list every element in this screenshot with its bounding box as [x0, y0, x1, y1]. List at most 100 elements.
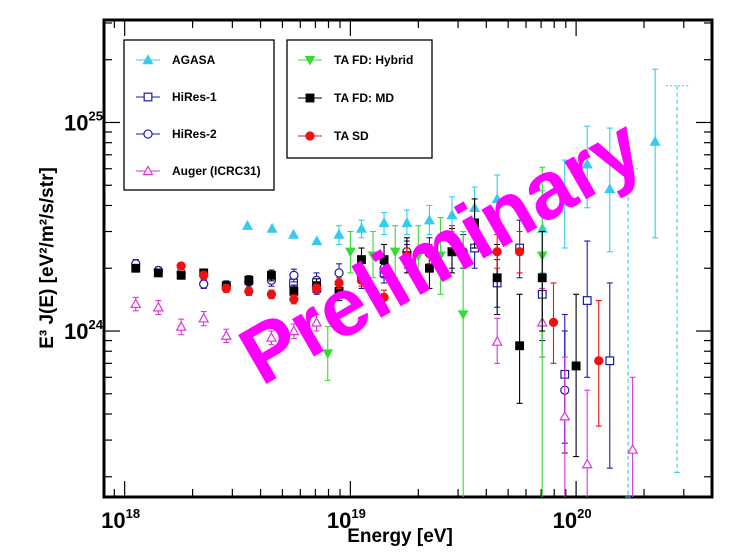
- data-point: [425, 263, 434, 273]
- data-point: [649, 135, 661, 146]
- series-ta-fd-hybrid: [322, 166, 548, 497]
- data-point: [491, 193, 503, 204]
- data-point: [379, 292, 389, 303]
- x-tick-label: 1019: [327, 506, 366, 533]
- data-point: [357, 255, 366, 265]
- data-point: [176, 270, 186, 280]
- legend-box-right: TA FD: Hybrid TA FD: MD TA SD: [286, 39, 433, 159]
- legend-entry: TA FD: MD: [298, 91, 394, 105]
- data-point: [435, 251, 446, 262]
- data-point: [605, 356, 615, 366]
- y-tick-label: 1025: [64, 108, 103, 135]
- legend-marker: [143, 92, 153, 102]
- legend-label: HiRes-2: [172, 127, 217, 141]
- data-point: [582, 296, 592, 305]
- legend-label: TA SD: [334, 129, 369, 143]
- data-point: [311, 316, 323, 327]
- data-point: [243, 332, 255, 343]
- legend-marker: [304, 55, 316, 66]
- data-point: [176, 261, 186, 271]
- data-point: [627, 443, 639, 454]
- data-point: [220, 329, 232, 340]
- data-point: [367, 251, 379, 262]
- x-tick-label: 1020: [553, 506, 592, 533]
- axis-ticks: [104, 20, 713, 497]
- data-point: [559, 410, 571, 421]
- data-point: [491, 335, 503, 346]
- data-point: [334, 268, 344, 278]
- data-point: [470, 218, 480, 228]
- data-point: [288, 228, 300, 239]
- data-point: [581, 458, 593, 469]
- series-ta-fd-md: [131, 198, 581, 458]
- data-point: [288, 325, 300, 336]
- data-point: [378, 217, 390, 228]
- data-point: [199, 279, 209, 289]
- legend-marker: [142, 165, 154, 176]
- y-tick-label: 1024: [64, 317, 104, 344]
- data-point: [492, 273, 502, 283]
- legend-entry: Auger (ICRC31): [136, 164, 261, 178]
- data-point: [548, 317, 559, 328]
- data-point: [604, 183, 616, 194]
- legend-entry: AGASA: [136, 53, 216, 67]
- data-point: [199, 270, 209, 280]
- data-point: [356, 275, 367, 285]
- data-point: [447, 233, 457, 243]
- data-point: [355, 222, 368, 233]
- data-point: [221, 283, 231, 294]
- data-point: [559, 195, 571, 206]
- legend-marker: [305, 93, 315, 103]
- data-point: [131, 263, 141, 273]
- x-axis-title: Energy [eV]: [347, 526, 453, 547]
- legend-label: TA FD: Hybrid: [334, 53, 413, 67]
- data-point: [244, 275, 254, 285]
- data-point: [389, 247, 401, 258]
- x-tick-label: 1018: [101, 506, 140, 533]
- legend-marker: [143, 129, 153, 139]
- data-point: [379, 255, 389, 265]
- data-point: [571, 361, 581, 371]
- data-point: [289, 294, 299, 304]
- legend-label: HiRes-1: [172, 90, 217, 104]
- series-auger-icrc31-: [130, 287, 639, 497]
- data-point: [446, 209, 458, 220]
- data-point: [152, 301, 164, 312]
- data-point: [424, 248, 435, 259]
- data-point: [537, 273, 547, 283]
- data-point: [334, 278, 344, 288]
- data-point: [266, 222, 278, 233]
- data-point: [130, 298, 142, 309]
- data-point: [198, 312, 210, 323]
- data-point: [175, 320, 187, 331]
- data-point: [267, 270, 276, 280]
- data-point: [333, 228, 345, 239]
- data-point: [266, 289, 277, 299]
- series-layer: [130, 68, 691, 498]
- legend-label: TA FD: MD: [334, 91, 394, 105]
- data-point: [265, 331, 277, 342]
- data-point: [244, 286, 254, 296]
- data-point: [402, 250, 412, 261]
- data-point: [594, 356, 604, 366]
- legend-entry: HiRes-1: [136, 90, 217, 104]
- data-point: [241, 219, 253, 230]
- y-axis-title: E³ J(E) [eV²/m²/s/str]: [37, 167, 58, 349]
- data-point: [311, 235, 323, 246]
- legend-label: AGASA: [172, 53, 216, 67]
- data-point: [515, 341, 525, 351]
- data-point: [581, 158, 593, 169]
- data-point: [457, 310, 469, 321]
- legend-label: Auger (ICRC31): [172, 164, 261, 178]
- data-point: [311, 283, 322, 294]
- x-tick-labels: 1018 1019 1020: [101, 506, 591, 533]
- data-point: [322, 349, 334, 360]
- legend-marker: [142, 54, 154, 65]
- legend-box-left: AGASA HiRes-1 HiRes-2 Auger (ICRC31): [123, 39, 275, 191]
- data-point: [492, 247, 502, 257]
- data-point: [153, 268, 163, 278]
- data-point: [423, 214, 435, 225]
- data-point: [401, 217, 413, 228]
- data-point: [289, 270, 299, 280]
- y-tick-labels: 1024 1025: [64, 108, 104, 344]
